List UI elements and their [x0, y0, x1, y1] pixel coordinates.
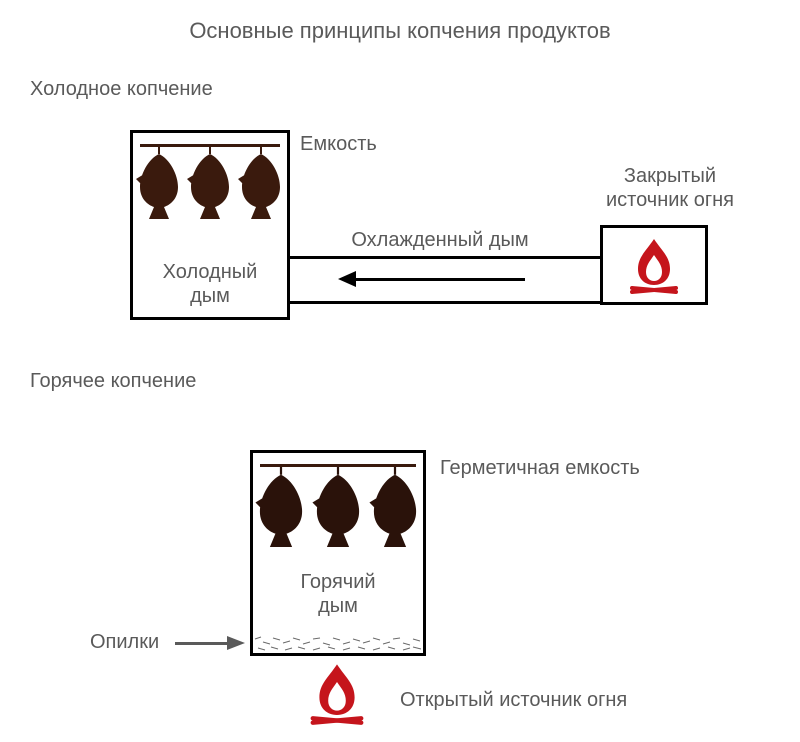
fish-icon [367, 467, 423, 547]
fish-icon [236, 147, 286, 219]
cold-fire-label: Закрытый источник огня [590, 164, 750, 212]
hot-sawdust-label: Опилки [90, 630, 159, 654]
fire-icon [302, 660, 372, 726]
hot-fire-label: Открытый источник огня [400, 688, 627, 712]
sawdust-arrow-head [227, 636, 245, 650]
hot-container-label: Герметичная емкость [440, 456, 640, 480]
cold-fish-row [133, 147, 287, 219]
fish-icon [134, 147, 184, 219]
sawdust-arrow-line [175, 642, 227, 645]
diagram-canvas: Основные принципы копчения продуктов Хол… [0, 0, 800, 742]
cold-arrow-line [355, 278, 525, 281]
main-title: Основные принципы копчения продуктов [0, 18, 800, 44]
fish-icon [310, 467, 366, 547]
cold-container-label: Емкость [300, 132, 377, 156]
cold-pipe-label: Охлажденный дым [330, 228, 550, 252]
sawdust-icon [253, 634, 423, 654]
fire-icon [624, 235, 684, 295]
fish-icon [185, 147, 235, 219]
cold-section-label: Холодное копчение [30, 78, 213, 101]
fish-icon [253, 467, 309, 547]
cold-arrow-head [338, 271, 356, 287]
hot-section-label: Горячее копчение [30, 370, 196, 393]
cold-smoke-label: Холодный дым [130, 260, 290, 308]
hot-smoke-label: Горячий дым [250, 570, 426, 618]
hot-fish-row [252, 467, 424, 547]
